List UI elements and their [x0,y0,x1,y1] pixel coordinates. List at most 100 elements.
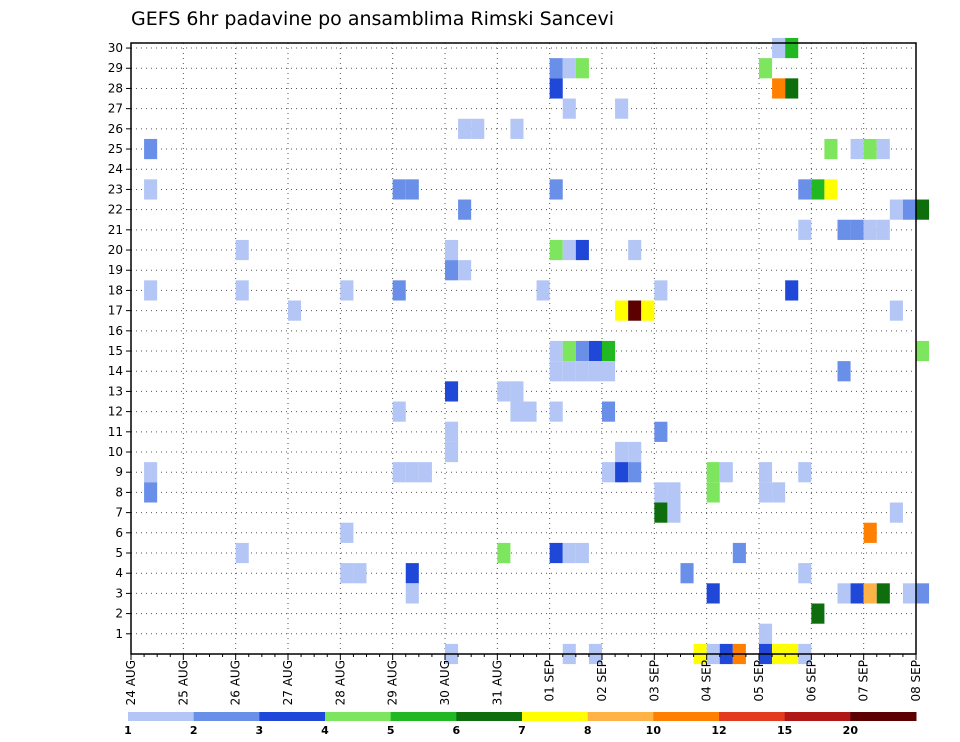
heatmap-cell [863,522,877,543]
heatmap-cell [602,401,616,422]
heatmap-cell [144,179,158,200]
colorbar-swatch [522,712,589,721]
heatmap-cell [562,340,576,362]
heatmap-cell [850,138,864,160]
heatmap-cell [916,583,930,604]
colorbar-label: 15 [777,724,792,737]
heatmap-cell [562,542,576,564]
heatmap-cell [510,381,524,402]
y-tick-label: 24 [108,162,123,176]
y-tick-label: 27 [108,102,123,116]
heatmap-cell [916,199,930,220]
colorbar-label: 12 [711,724,726,737]
heatmap-cell [445,260,459,281]
x-tick-label: 24 AUG [124,660,138,705]
heatmap-cell [759,623,773,644]
heatmap-cell [785,37,799,59]
heatmap-cell [785,280,799,301]
heatmap-cell [510,118,524,139]
heatmap-cell [772,37,786,59]
heatmap-cell [392,401,406,422]
heatmap-cell [144,482,158,503]
y-tick-label: 17 [108,304,123,318]
y-tick-label: 28 [108,81,123,95]
heatmap-cell [235,239,249,261]
heatmap-cell [523,401,537,422]
heatmap-cell [850,583,864,604]
heatmap-cell [772,78,786,99]
data-cells [144,37,930,665]
heatmap-cell [798,462,812,483]
heatmap-cell [445,381,459,402]
heatmap-cell [575,239,589,261]
colorbar-label: 6 [453,724,461,737]
heatmap-cell [706,583,720,604]
x-tick-label: 08 SEP [909,660,923,702]
heatmap-cell [798,219,812,240]
colorbar-swatch [193,712,260,721]
colorbar-swatch [456,712,523,721]
colorbar-label: 2 [190,724,198,737]
y-axis: 1234567891011121314151617181920212223242… [108,41,131,641]
heatmap-cell [405,563,419,584]
heatmap-cell [628,300,642,321]
heatmap-cell [235,280,249,301]
heatmap-cell [772,482,786,503]
heatmap-cell [405,583,419,604]
heatmap-cell [392,462,406,483]
heatmap-cell [824,138,838,160]
y-tick-label: 14 [108,364,123,378]
x-tick-label: 05 SEP [752,660,766,702]
heatmap-cell [405,179,419,200]
heatmap-cell [876,583,890,604]
heatmap-cell [458,199,472,220]
y-tick-label: 13 [108,384,123,398]
heatmap-cell [549,58,563,79]
colorbar-label: 10 [646,724,662,737]
heatmap-cell [654,502,668,523]
heatmap-cell [549,239,563,261]
heatmap-cell [628,239,642,261]
colorbar-label: 4 [321,724,329,737]
x-tick-label: 30 AUG [438,660,452,705]
y-tick-label: 30 [108,41,123,55]
heatmap-cell [588,361,602,382]
x-tick-label: 03 SEP [647,660,661,702]
x-tick-label: 28 AUG [333,660,347,705]
heatmap-cell [654,482,668,503]
y-tick-label: 3 [115,586,123,600]
y-tick-label: 10 [108,445,123,459]
y-tick-label: 18 [108,283,123,297]
y-tick-label: 20 [108,243,123,257]
y-tick-label: 26 [108,122,123,136]
y-tick-label: 4 [115,566,123,580]
heatmap-cell [863,138,877,160]
heatmap-cell [549,361,563,382]
heatmap-cell [575,58,589,79]
heatmap-cell [549,542,563,564]
heatmap-cell [445,441,459,463]
heatmap-cell [235,542,249,564]
heatmap-cell [575,340,589,362]
heatmap-cell [562,98,576,119]
heatmap-cell [418,462,432,483]
heatmap-cell [144,280,158,301]
heatmap-cell [458,118,472,139]
colorbar-label: 8 [584,724,592,737]
heatmap-cell [536,280,550,301]
heatmap-cell [798,179,812,200]
heatmap-cell [798,563,812,584]
heatmap-cell [497,542,511,564]
y-tick-label: 2 [115,607,123,621]
heatmap-cell [288,300,302,321]
y-tick-label: 7 [115,506,123,520]
colorbar-swatch [128,712,195,721]
heatmap-cell [340,563,354,584]
heatmap-cell [889,502,903,523]
heatmap-cell [615,98,629,119]
y-tick-label: 21 [108,223,123,237]
heatmap-cell [562,239,576,261]
heatmap-cell [602,340,616,362]
heatmap-cell [811,179,825,200]
heatmap-cell [706,482,720,503]
